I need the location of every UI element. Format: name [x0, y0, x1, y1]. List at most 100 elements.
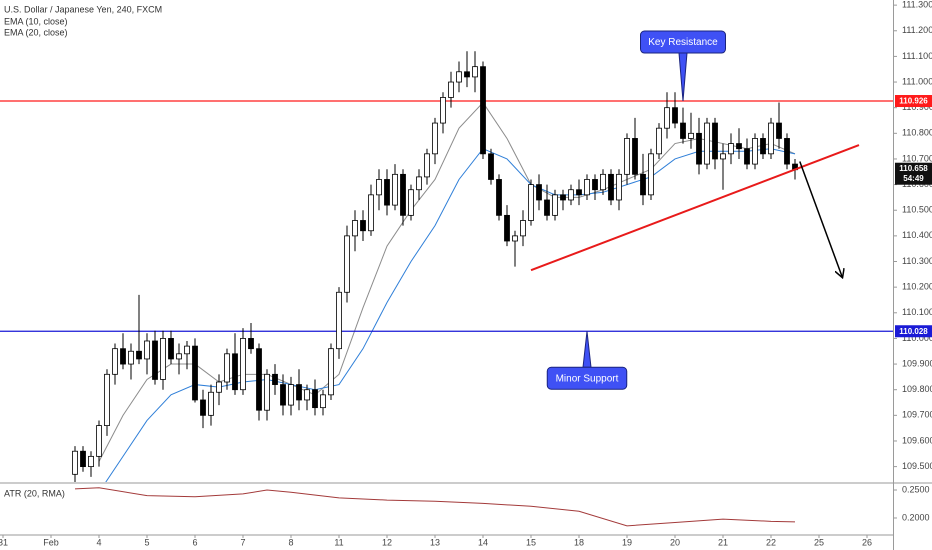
last-price-bg [895, 162, 932, 185]
y-tick-label: 110.200 [902, 282, 932, 292]
y-tick-label: 111.100 [902, 51, 932, 61]
level-label-bg [895, 95, 932, 108]
atr-tick-label: 0.2000 [902, 512, 930, 522]
candle-body [368, 194, 374, 232]
candle-body [664, 107, 670, 129]
candle-body [720, 153, 726, 160]
candle-body [560, 194, 566, 201]
candle-body [320, 394, 326, 409]
candle-body [528, 184, 534, 221]
x-tick-label: 8 [288, 537, 293, 547]
candle-body [128, 350, 134, 365]
candle-body [272, 373, 278, 385]
candle-body [512, 235, 518, 242]
candle-body [136, 350, 142, 360]
candle-body [192, 345, 198, 401]
x-tick-label: 21 [718, 537, 728, 547]
y-tick-label: 109.700 [902, 410, 932, 420]
y-tick-label: 110.400 [902, 230, 932, 240]
ema-line [105, 148, 796, 482]
candle-body [312, 389, 318, 409]
x-tick-label: 20 [670, 537, 680, 547]
forecast-arrow [799, 161, 842, 277]
candle-body [288, 384, 294, 406]
candle-body [640, 173, 646, 196]
x-tick-label: 11 [334, 537, 343, 547]
y-tick-label: 110.500 [902, 205, 932, 215]
candle-body [680, 122, 686, 139]
candle-body [576, 189, 582, 196]
x-tick-label: 22 [766, 537, 776, 547]
candle-body [760, 138, 766, 155]
candle-body [256, 348, 262, 411]
candle-body [520, 220, 526, 237]
candle-body [176, 353, 182, 360]
candle-body [616, 173, 622, 201]
candle-body [184, 345, 190, 355]
candle-body [432, 122, 438, 155]
x-tick-label: 18 [574, 537, 584, 547]
candle-body [456, 71, 462, 83]
candle-body [352, 220, 358, 237]
callout-box [546, 366, 628, 390]
candle-body [480, 66, 486, 155]
candle-body [280, 384, 286, 406]
level-label: 110.926 [899, 97, 928, 106]
y-tick-label: 110.100 [902, 307, 932, 317]
level-label: 110.028 [899, 327, 928, 336]
candle-body [696, 132, 702, 165]
atr-legend: ATR (20, RMA) [4, 488, 65, 498]
callout-text: Key Resistance [648, 37, 718, 48]
y-tick-label: 111.300 [902, 0, 932, 10]
candle-body [384, 179, 390, 206]
candle-body [360, 220, 366, 232]
atr-pane [74, 487, 796, 527]
y-tick-label: 110.900 [902, 102, 932, 112]
y-tick-label: 109.800 [902, 384, 932, 394]
candle-body [656, 127, 662, 155]
x-tick-label: 31 [0, 537, 8, 547]
last-price-label: 110.658 [899, 164, 928, 173]
candle-body [544, 199, 550, 216]
candle-body [776, 122, 782, 139]
legend-entry: EMA (20, close) [4, 27, 68, 37]
candle-body [208, 391, 214, 416]
candle-body [440, 97, 446, 124]
candle-body [736, 143, 742, 150]
y-tick-label: 109.600 [902, 435, 932, 445]
level-label-bg [895, 325, 932, 338]
chart-title: U.S. Dollar / Japanese Yen, 240, FXCM [4, 4, 162, 14]
candle-body [72, 450, 78, 475]
candle-body [120, 348, 126, 365]
candle-body [712, 122, 718, 160]
x-tick-label: 4 [96, 537, 101, 547]
candle-body [160, 338, 166, 380]
candle-body [344, 235, 350, 293]
candle-body [768, 122, 774, 155]
candle-body [336, 291, 342, 350]
candle-body [632, 138, 638, 175]
candle-body [304, 389, 310, 401]
y-tick-label: 110.000 [902, 333, 932, 343]
candle-body [240, 338, 246, 391]
y-tick-label: 110.300 [902, 256, 932, 266]
candle-body [608, 173, 614, 201]
x-tick-label: Feb [43, 537, 59, 547]
candle-body [784, 138, 790, 165]
candle-body [232, 353, 238, 391]
candle-body [104, 373, 110, 426]
candle-body [464, 71, 470, 78]
candle-body [584, 179, 590, 196]
candle-body [328, 348, 334, 396]
candle-body [688, 132, 694, 139]
trendline [530, 144, 860, 272]
legend-entry: EMA (10, close) [4, 16, 68, 26]
candle-body [504, 214, 510, 242]
candle-body [152, 340, 158, 380]
candle-body [672, 107, 678, 124]
price-pane [0, 51, 893, 482]
candle-body [568, 189, 574, 201]
